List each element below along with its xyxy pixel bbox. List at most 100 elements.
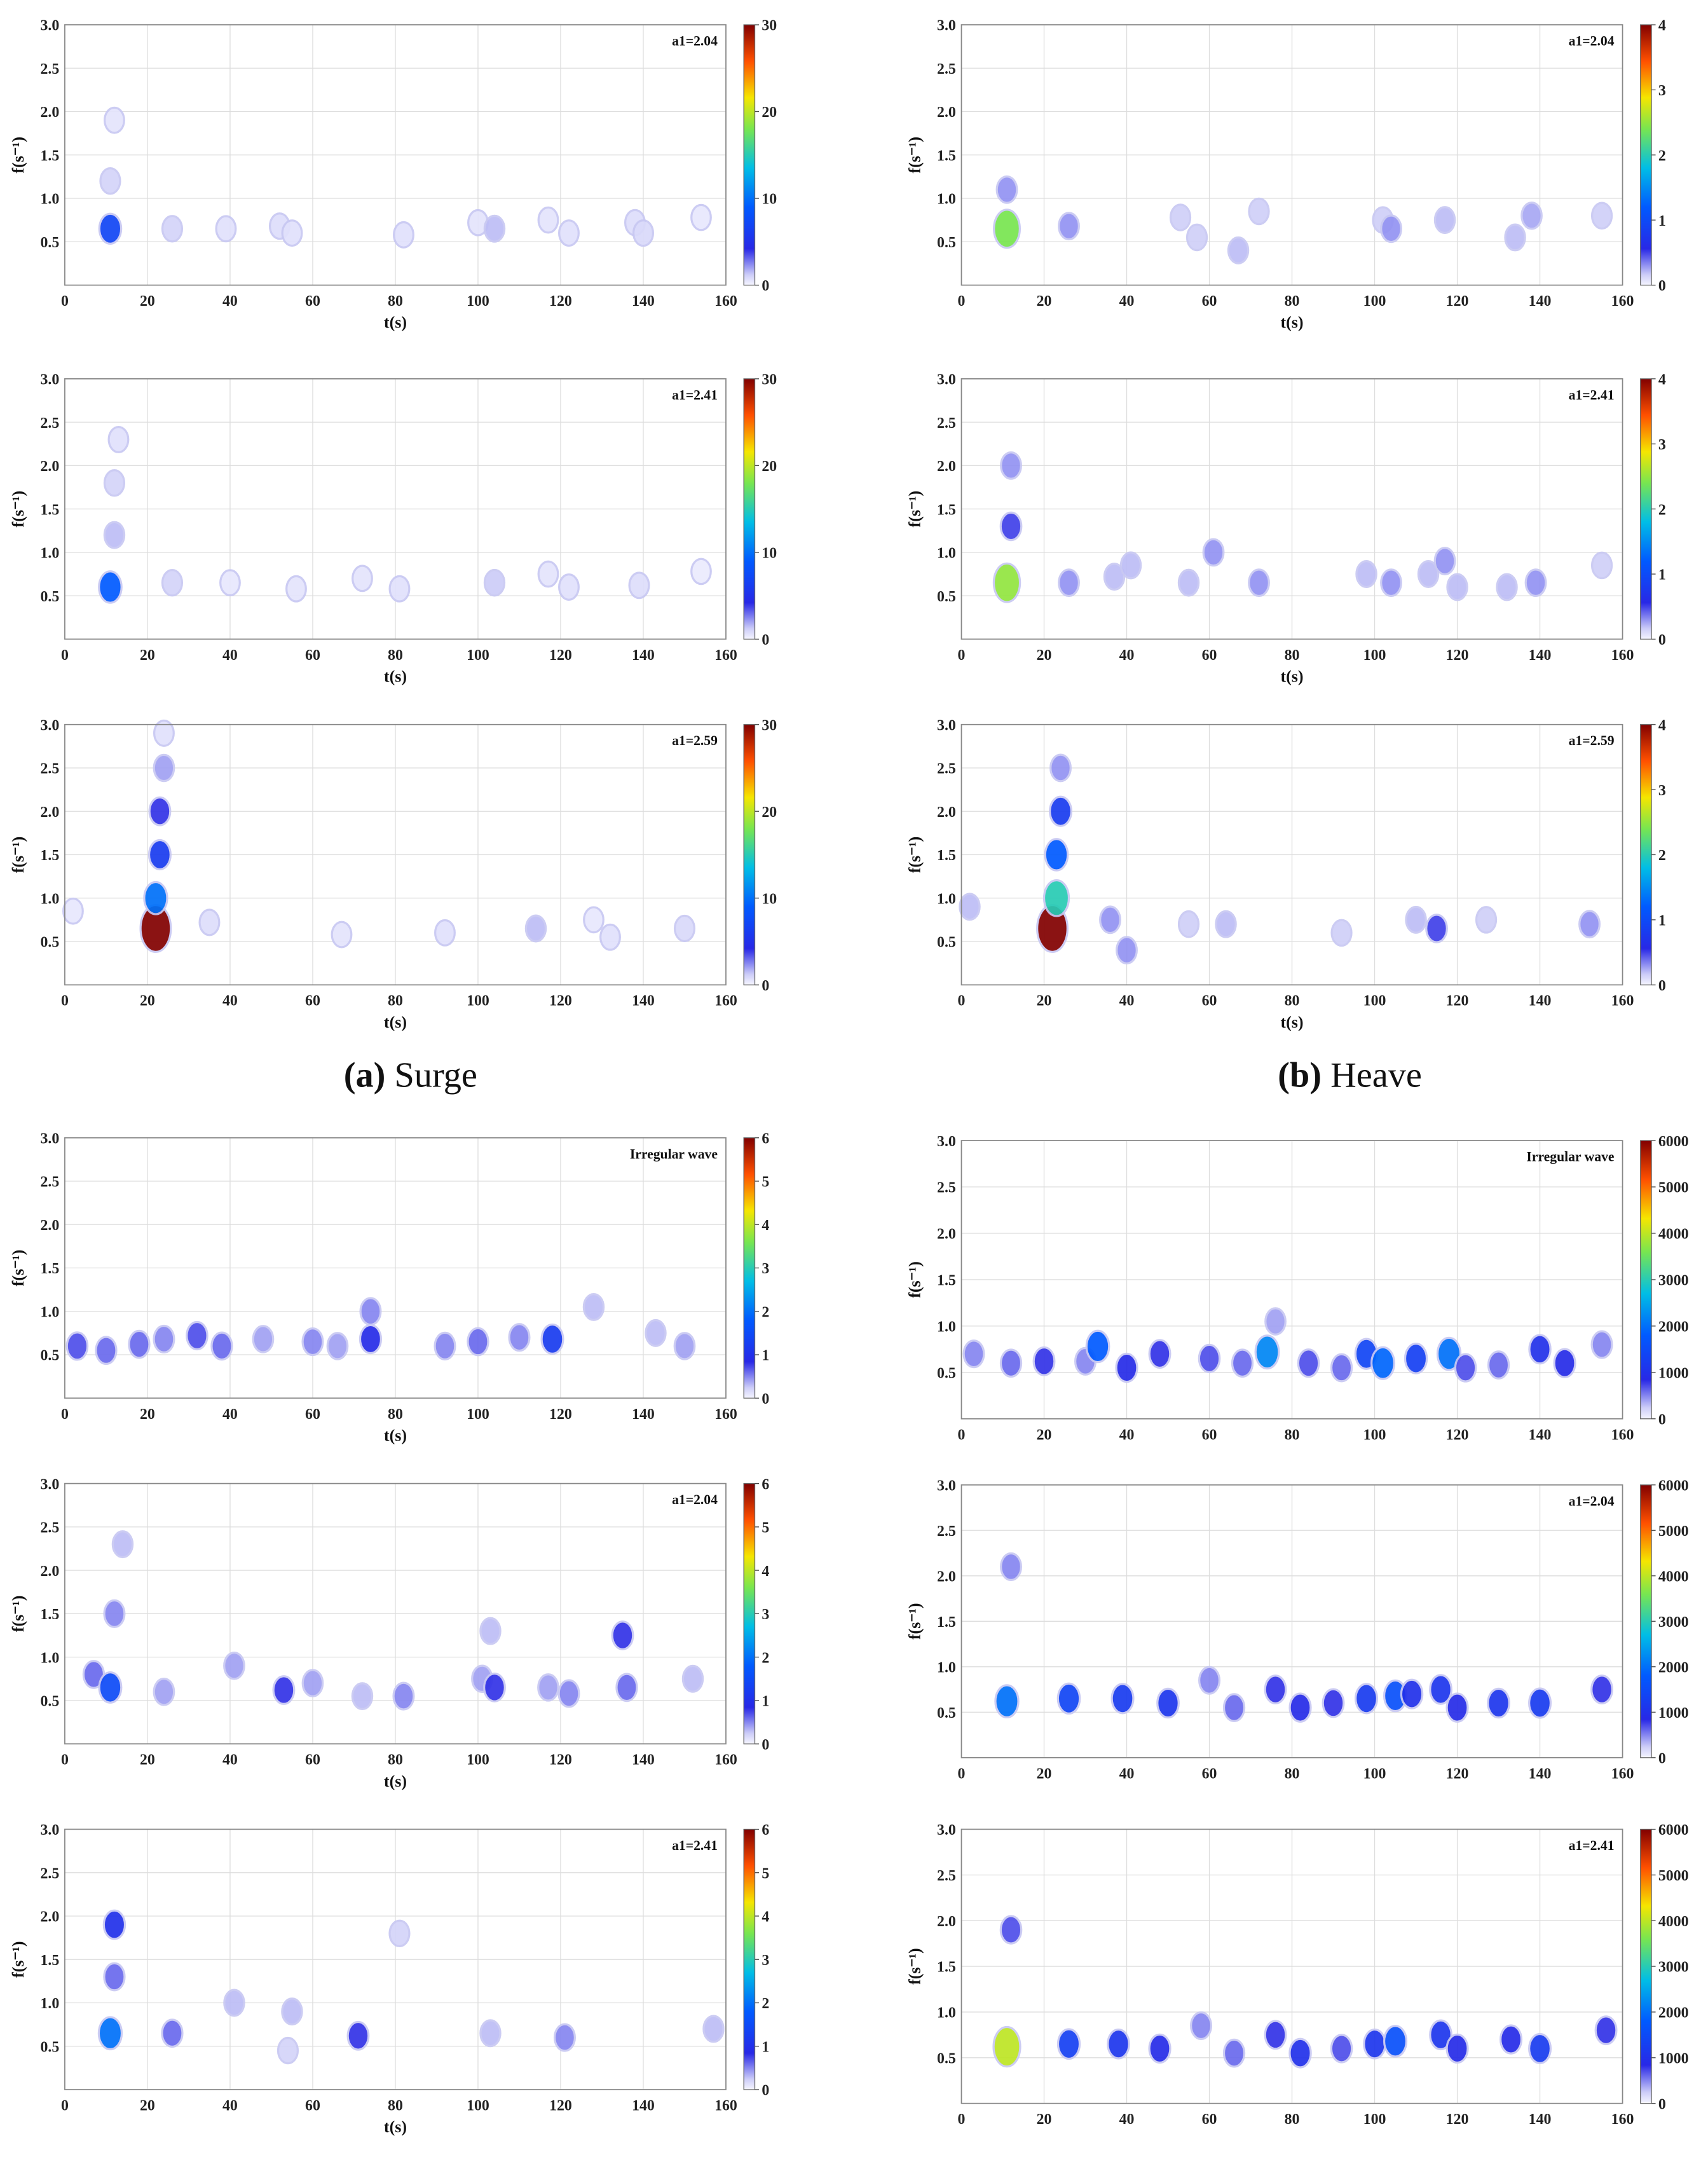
colorbar-tick-label: 3000	[1658, 1959, 1689, 1976]
x-tick-label: 0	[958, 1427, 966, 1443]
colorbar-tick-label: 5000	[1658, 1180, 1689, 1196]
x-tick-label: 0	[958, 1765, 966, 1782]
contour-blob	[95, 1336, 118, 1366]
colorbar-tick-label: 3	[1658, 783, 1666, 799]
contour-blob	[1190, 2011, 1213, 2041]
contour-blob	[1148, 2033, 1172, 2064]
y-tick-label: 0.5	[40, 1694, 59, 1710]
contour-blob	[99, 167, 121, 195]
contour-blob	[1417, 560, 1440, 588]
colorbar-tick-label: 2	[762, 1996, 769, 2012]
contour-blob	[161, 2018, 184, 2048]
x-tick-label: 60	[1202, 647, 1217, 664]
colorbar-tick-label: 0	[1658, 1411, 1666, 1428]
contour-blob	[999, 1915, 1023, 1945]
x-tick-label: 60	[305, 1752, 320, 1769]
x-tick-label: 40	[222, 2097, 238, 2114]
x-tick-label: 80	[1285, 2111, 1300, 2128]
plot-frame	[64, 1828, 727, 2090]
x-tick-label: 100	[467, 293, 489, 310]
contour-blob	[1446, 573, 1468, 601]
panel: 0 20 40 60 80 100 120 140 1600.51.01.52.02.53.0a…	[9, 1822, 769, 2136]
y-tick-label: 1.0	[937, 891, 956, 907]
contour-blob	[1222, 1693, 1246, 1723]
x-tick-label: 140	[1529, 1427, 1552, 1443]
x-tick-label: 160	[1611, 293, 1634, 310]
x-tick-label: 40	[1119, 647, 1135, 664]
contour-blob	[1553, 1348, 1576, 1378]
contour-blob	[1264, 1674, 1287, 1704]
colorbar-tick-label: 0	[1658, 1750, 1666, 1767]
plot-frame	[64, 723, 727, 986]
colorbar-tick-label: 1	[1658, 567, 1666, 584]
y-tick-label: 2.5	[40, 761, 59, 777]
contour-blob	[388, 1919, 411, 1947]
contour-blob	[62, 897, 84, 925]
colorbar-tick-label: 5	[762, 1865, 769, 1882]
y-tick-label: 2.5	[937, 61, 956, 78]
contour-blob	[1429, 2019, 1452, 2051]
y-tick-label: 1.5	[937, 147, 956, 164]
plot-frame	[960, 1484, 1623, 1758]
y-tick-label: 1.0	[40, 891, 59, 907]
colorbar	[743, 378, 756, 640]
x-tick-label: 160	[714, 1406, 737, 1423]
contour-blob	[98, 212, 123, 245]
contour-blob	[1578, 910, 1601, 939]
y-tick-label: 1.5	[40, 1952, 59, 1969]
contour-blob	[1048, 795, 1073, 827]
y-tick-label: 2.5	[40, 1520, 59, 1537]
contour-blob	[1058, 568, 1080, 598]
contour-blob	[645, 1318, 667, 1347]
y-tick-label: 2.0	[937, 804, 956, 821]
colorbar	[743, 1137, 756, 1399]
contour-blob	[103, 1962, 126, 1992]
y-tick-label: 1.0	[40, 191, 59, 208]
x-tick-label: 80	[1285, 993, 1300, 1010]
x-tick-label: 0	[61, 993, 69, 1010]
y-axis-label: f(s⁻¹)	[9, 491, 27, 528]
contour-blob	[994, 1684, 1020, 1719]
y-tick-label: 3.0	[40, 1476, 59, 1493]
y-tick-label: 3.0	[40, 372, 59, 388]
contour-blob	[1445, 2033, 1469, 2064]
contour-blob	[97, 2016, 123, 2051]
contour-blob	[1330, 1353, 1353, 1383]
caption-name: Surge	[394, 1056, 477, 1095]
contour-blob	[148, 796, 172, 826]
colorbar-tick-label: 0	[762, 278, 769, 294]
contour-blob	[1288, 1692, 1312, 1723]
x-axis-label: t(s)	[384, 313, 407, 332]
x-tick-label: 20	[1037, 2111, 1052, 2128]
contour-blob	[1404, 1343, 1428, 1374]
contour-blob	[1248, 197, 1270, 226]
y-tick-label: 1.0	[937, 2005, 956, 2022]
colorbar	[743, 24, 756, 286]
contour-blob	[1475, 906, 1498, 934]
contour-blob	[995, 175, 1018, 204]
contour-blob	[1264, 1307, 1287, 1336]
contour-blob	[301, 1669, 324, 1697]
y-axis-label: f(s⁻¹)	[906, 491, 924, 528]
x-tick-label: 140	[632, 1406, 655, 1423]
contour-blob	[1436, 1336, 1462, 1371]
x-tick-label: 80	[388, 293, 403, 310]
x-tick-label: 160	[714, 993, 737, 1010]
contour-blob	[467, 1327, 489, 1357]
colorbar-tick-label: 1	[1658, 213, 1666, 229]
y-tick-label: 3.0	[937, 372, 956, 388]
x-tick-label: 160	[1611, 1765, 1634, 1782]
contour-blob	[1322, 1688, 1345, 1718]
y-axis-label: f(s⁻¹)	[906, 137, 924, 174]
x-tick-label: 120	[549, 647, 572, 664]
caption: (a) Surge	[344, 1056, 477, 1095]
x-tick-label: 60	[305, 293, 320, 310]
y-tick-label: 2.5	[937, 1523, 956, 1540]
colorbar	[1640, 1828, 1652, 2104]
y-tick-label: 2.0	[40, 1563, 59, 1580]
contour-blob	[331, 921, 353, 948]
contour-blob	[1085, 1329, 1110, 1364]
x-tick-label: 20	[1037, 1765, 1052, 1782]
colorbar-tick-label: 20	[762, 104, 777, 121]
x-tick-label: 40	[1119, 2111, 1135, 2128]
